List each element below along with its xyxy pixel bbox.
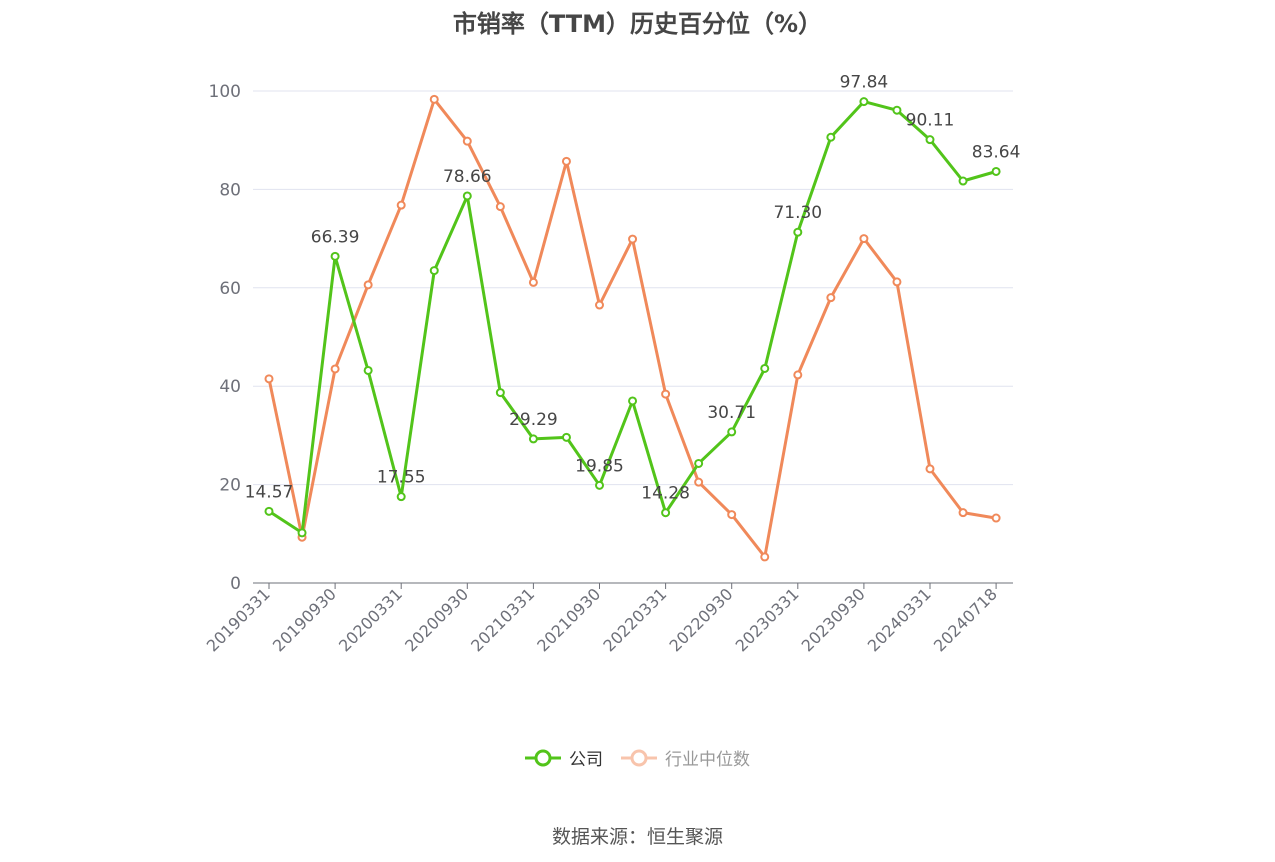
data-point-company [595, 480, 604, 490]
data-source-note: 数据来源：恒生聚源 [551, 826, 723, 848]
legend-item-industry[interactable]: 行业中位数 [621, 745, 750, 770]
data-point-company [694, 458, 704, 468]
y-tick-label: 0 [230, 574, 241, 594]
legend-swatch-company-icon [525, 749, 561, 766]
data-label: 17.55 [377, 468, 426, 488]
data-label: 83.64 [972, 142, 1021, 162]
data-point-industry [859, 234, 869, 244]
data-point-company [892, 105, 902, 115]
data-point-company [495, 388, 505, 398]
legend-label-company: 公司 [569, 750, 603, 770]
data-point-company [826, 132, 836, 142]
data-point-industry [661, 389, 671, 399]
data-label: 14.57 [245, 482, 294, 502]
x-tick-label: 20240718 [930, 584, 1001, 655]
chart-title: 市销率（TTM）历史百分位（%） [452, 10, 823, 38]
data-point-company [462, 191, 472, 201]
x-tick-label: 20220930 [666, 584, 737, 655]
data-point-company [628, 396, 638, 406]
data-point-industry [528, 277, 538, 287]
data-label: 14.28 [641, 484, 690, 504]
data-point-company [297, 528, 307, 538]
y-tick-label: 40 [219, 377, 241, 397]
data-point-company [396, 492, 406, 502]
data-point-industry [561, 156, 571, 166]
x-tick-label: 20230331 [732, 584, 803, 655]
data-point-company [264, 506, 274, 516]
data-point-industry [925, 464, 935, 474]
data-point-industry [595, 300, 604, 310]
data-point-company [793, 227, 803, 237]
x-tick-label: 20240331 [864, 584, 935, 655]
data-point-industry [958, 508, 968, 518]
data-point-industry [991, 513, 1001, 523]
data-point-industry [363, 280, 373, 290]
data-point-company [859, 97, 869, 107]
data-point-industry [793, 370, 803, 380]
x-tick-label: 20200930 [401, 584, 472, 655]
data-point-company [661, 508, 671, 518]
data-point-industry [429, 94, 439, 104]
x-tick-label: 20190331 [203, 584, 274, 655]
data-label: 90.11 [906, 111, 955, 131]
data-label: 78.66 [443, 167, 492, 187]
data-point-company [429, 266, 439, 276]
data-point-industry [462, 136, 472, 146]
x-tick-label: 20210930 [533, 584, 604, 655]
data-point-company [363, 365, 373, 375]
series-line-industry [267, 97, 997, 559]
legend: 公司 行业中位数 [0, 745, 1275, 770]
data-point-company [727, 427, 737, 437]
data-point-industry [760, 552, 770, 562]
data-label: 19.85 [575, 456, 624, 476]
data-point-company [760, 363, 770, 373]
data-point-industry [495, 202, 505, 212]
x-tick-label: 20230930 [798, 584, 869, 655]
legend-swatch-industry-icon [621, 749, 657, 766]
data-label: 71.30 [773, 203, 822, 223]
y-tick-label: 100 [209, 82, 241, 102]
legend-label-industry: 行业中位数 [665, 750, 750, 770]
y-tick-label: 20 [219, 476, 241, 496]
data-point-industry [892, 277, 902, 287]
x-tick-label: 20220331 [599, 584, 670, 655]
x-tick-label: 20200331 [335, 584, 406, 655]
data-label: 30.71 [707, 403, 756, 423]
data-point-company [528, 434, 538, 444]
data-point-company [925, 135, 935, 145]
data-point-company [330, 251, 340, 261]
data-point-company [561, 432, 571, 442]
data-point-industry [264, 374, 274, 384]
line-chart: 0 20 40 60 80 100 2019033120190930202003312020… [203, 73, 1021, 656]
data-label: 66.39 [311, 227, 360, 247]
y-tick-label: 60 [219, 279, 241, 299]
data-label: 97.84 [840, 73, 889, 93]
x-tick-label: 20190930 [269, 584, 340, 655]
data-point-company [958, 176, 968, 186]
data-point-industry [826, 293, 836, 303]
data-point-company [991, 166, 1001, 176]
data-label: 29.29 [509, 410, 558, 430]
data-point-industry [727, 510, 737, 520]
x-tick-label: 20210331 [467, 584, 538, 655]
data-point-industry [628, 234, 638, 244]
legend-item-company[interactable]: 公司 [525, 745, 603, 770]
data-point-industry [330, 364, 340, 374]
data-point-industry [396, 200, 406, 210]
y-tick-label: 80 [219, 180, 241, 200]
data-point-industry [694, 477, 704, 487]
